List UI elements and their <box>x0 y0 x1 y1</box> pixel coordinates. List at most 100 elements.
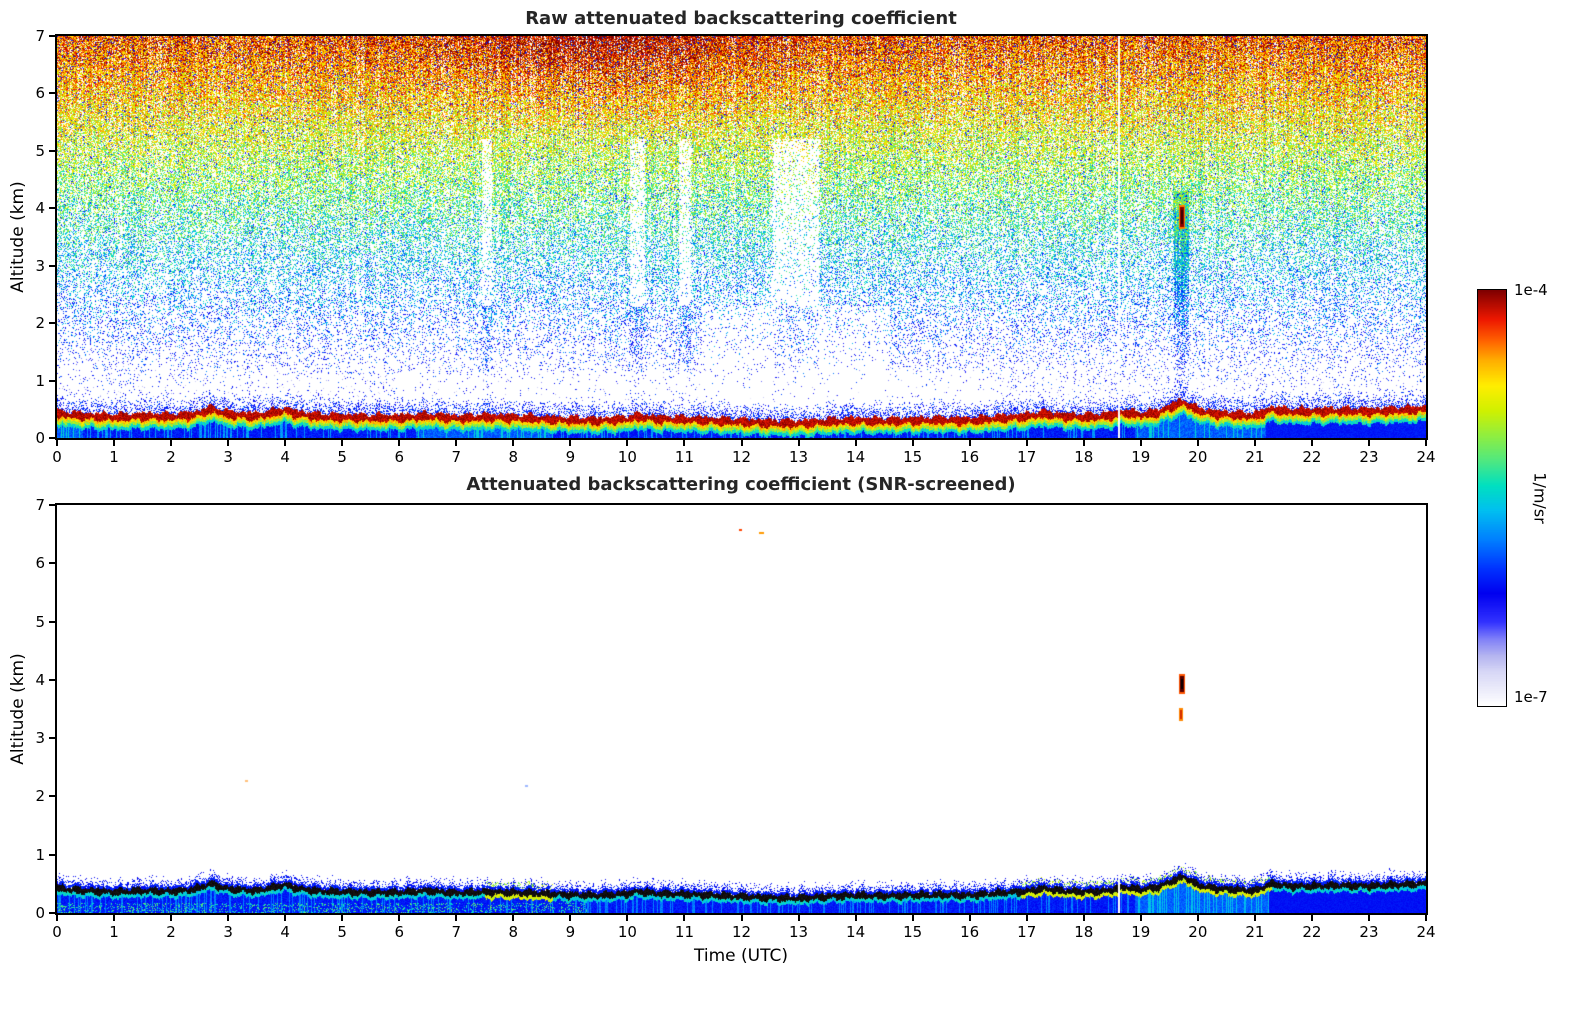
y-tick <box>49 620 55 623</box>
y-tick-label: 1 <box>35 845 45 864</box>
colorbar-gradient <box>1478 290 1506 706</box>
x-tick <box>854 915 857 921</box>
x-tick <box>683 440 686 446</box>
y-tick <box>49 322 55 325</box>
colorbar-min-label: 1e-7 <box>1514 688 1548 706</box>
x-axis-label: Time (UTC) <box>694 946 788 966</box>
x-tick-label: 23 <box>1359 923 1379 941</box>
y-tick <box>49 264 55 267</box>
x-tick-label: 8 <box>508 448 519 466</box>
x-tick-label: 8 <box>508 923 519 941</box>
x-tick-label: 11 <box>674 923 694 941</box>
y-tick <box>49 92 55 95</box>
x-tick <box>512 915 515 921</box>
x-tick <box>911 915 914 921</box>
x-tick-label: 14 <box>846 923 866 941</box>
x-tick <box>170 440 173 446</box>
y-tick <box>49 35 55 37</box>
x-tick-label: 19 <box>1131 448 1151 466</box>
x-tick-label: 13 <box>788 448 809 466</box>
y-tick-label: 7 <box>35 496 45 514</box>
raw-panel-title: Raw attenuated backscattering coefficien… <box>525 8 957 29</box>
x-tick-label: 12 <box>731 923 752 941</box>
x-tick <box>569 440 572 446</box>
y-tick <box>49 504 55 506</box>
x-tick <box>1025 915 1028 921</box>
y-tick <box>49 562 55 565</box>
y-tick-label: 3 <box>35 256 45 275</box>
y-tick <box>49 678 55 681</box>
x-tick-label: 3 <box>223 923 233 941</box>
y-tick <box>49 795 55 798</box>
x-tick <box>341 915 344 921</box>
y-tick <box>49 149 55 152</box>
x-tick <box>626 440 629 446</box>
x-tick <box>626 915 629 921</box>
x-tick <box>1425 440 1427 446</box>
y-tick <box>49 437 55 439</box>
x-tick-label: 22 <box>1302 923 1322 941</box>
y-tick <box>49 737 55 740</box>
x-tick <box>1425 915 1427 921</box>
colorbar-units-label: 1/m/sr <box>1530 472 1550 524</box>
x-tick <box>284 915 287 921</box>
x-tick <box>968 440 971 446</box>
x-tick <box>56 440 58 446</box>
x-tick <box>1310 440 1313 446</box>
x-tick-label: 14 <box>846 448 866 466</box>
colorbar-max-label: 1e-4 <box>1514 281 1548 299</box>
x-tick-label: 21 <box>1245 923 1265 941</box>
x-tick <box>1082 915 1085 921</box>
x-tick-label: 21 <box>1245 448 1265 466</box>
x-tick <box>854 440 857 446</box>
x-tick-label: 15 <box>903 448 923 466</box>
y-tick-label: 0 <box>35 429 45 447</box>
x-tick-label: 4 <box>280 448 290 466</box>
x-tick <box>170 915 173 921</box>
x-tick <box>398 440 401 446</box>
raw-backscatter-heatmap <box>57 36 1426 438</box>
x-tick-label: 18 <box>1074 448 1094 466</box>
x-tick-label: 0 <box>52 448 62 466</box>
y-tick-label: 0 <box>35 904 45 922</box>
x-tick-label: 6 <box>394 448 405 466</box>
x-tick <box>341 440 344 446</box>
x-tick-label: 10 <box>617 923 637 941</box>
x-tick <box>512 440 515 446</box>
x-tick-label: 20 <box>1188 448 1208 466</box>
x-tick <box>1253 440 1256 446</box>
x-tick-label: 9 <box>565 923 576 941</box>
x-tick <box>683 915 686 921</box>
y-tick-label: 1 <box>35 371 45 390</box>
x-tick-label: 12 <box>731 448 752 466</box>
y-tick <box>49 853 55 856</box>
x-tick-label: 2 <box>166 923 176 941</box>
x-tick <box>797 440 800 446</box>
x-tick <box>569 915 572 921</box>
raw-panel-y-axis-label: Altitude (km) <box>8 181 28 293</box>
x-tick-label: 17 <box>1017 923 1037 941</box>
x-tick <box>740 440 743 446</box>
y-tick <box>49 207 55 210</box>
x-tick-label: 1 <box>109 923 119 941</box>
x-tick <box>1310 915 1313 921</box>
x-tick <box>797 915 800 921</box>
y-tick-label: 5 <box>35 612 45 631</box>
screened-panel-plot-area <box>55 503 1428 915</box>
x-tick-label: 22 <box>1302 448 1322 466</box>
x-tick-label: 24 <box>1416 923 1436 941</box>
x-tick-label: 2 <box>166 448 176 466</box>
x-tick <box>227 440 230 446</box>
x-tick <box>1196 440 1199 446</box>
x-tick-label: 1 <box>109 448 119 466</box>
x-tick-label: 19 <box>1131 923 1151 941</box>
x-tick <box>1367 440 1370 446</box>
x-tick-label: 23 <box>1359 448 1379 466</box>
y-tick-label: 6 <box>35 84 45 103</box>
y-tick <box>49 912 55 914</box>
x-tick <box>1139 915 1142 921</box>
x-tick <box>113 915 116 921</box>
x-tick <box>284 440 287 446</box>
x-tick <box>1139 440 1142 446</box>
